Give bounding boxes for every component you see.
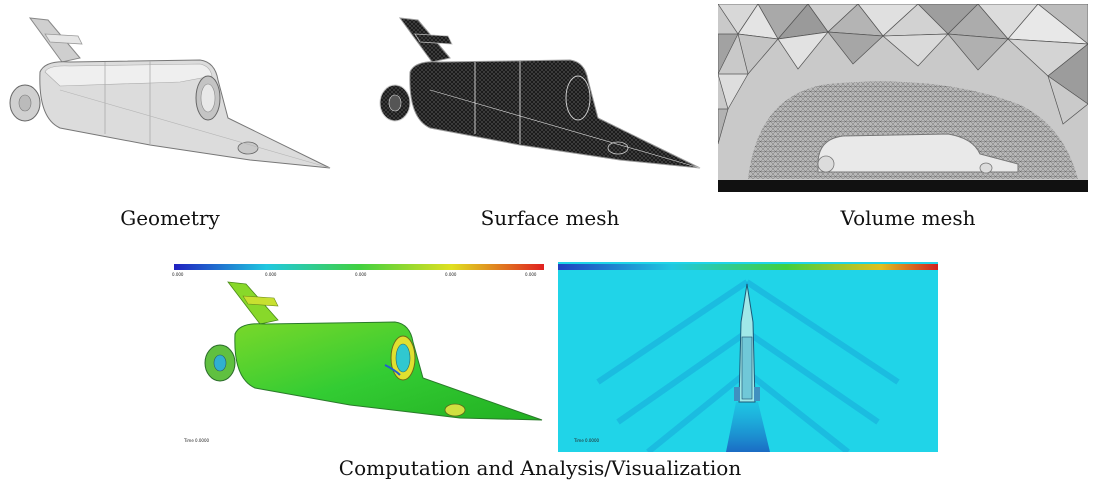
svg-text:0.000: 0.000 [525,272,537,277]
volume-mesh-caption: Volume mesh [840,206,976,230]
svg-text:0.000: 0.000 [265,272,277,277]
surface-mesh-icon [379,17,701,169]
cfd-surface-icon: 0.000 0.000 0.000 0.000 0.000 Time 0.000… [172,264,544,443]
svg-text:Time 0.0000: Time 0.0000 [183,438,210,443]
car-geometry-icon [9,17,331,169]
volume-mesh-icon [718,4,1088,192]
cfd-surface-panel: 0.000 0.000 0.000 0.000 0.000 Time 0.000… [170,260,550,450]
geometry-caption: Geometry [120,206,220,230]
cfd-field-icon: Time 0.0000 [558,262,938,452]
geometry-panel [0,10,345,175]
svg-text:0.000: 0.000 [355,272,367,277]
svg-text:0.000: 0.000 [445,272,457,277]
surface-mesh-panel [370,10,710,175]
surface-mesh-caption: Surface mesh [480,206,620,230]
svg-text:Time 0.0000: Time 0.0000 [573,438,600,443]
analysis-caption: Computation and Analysis/Visualization [338,456,742,480]
cfd-field-panel: Time 0.0000 [558,262,938,452]
svg-text:0.000: 0.000 [172,272,184,277]
volume-mesh-panel [718,4,1088,192]
